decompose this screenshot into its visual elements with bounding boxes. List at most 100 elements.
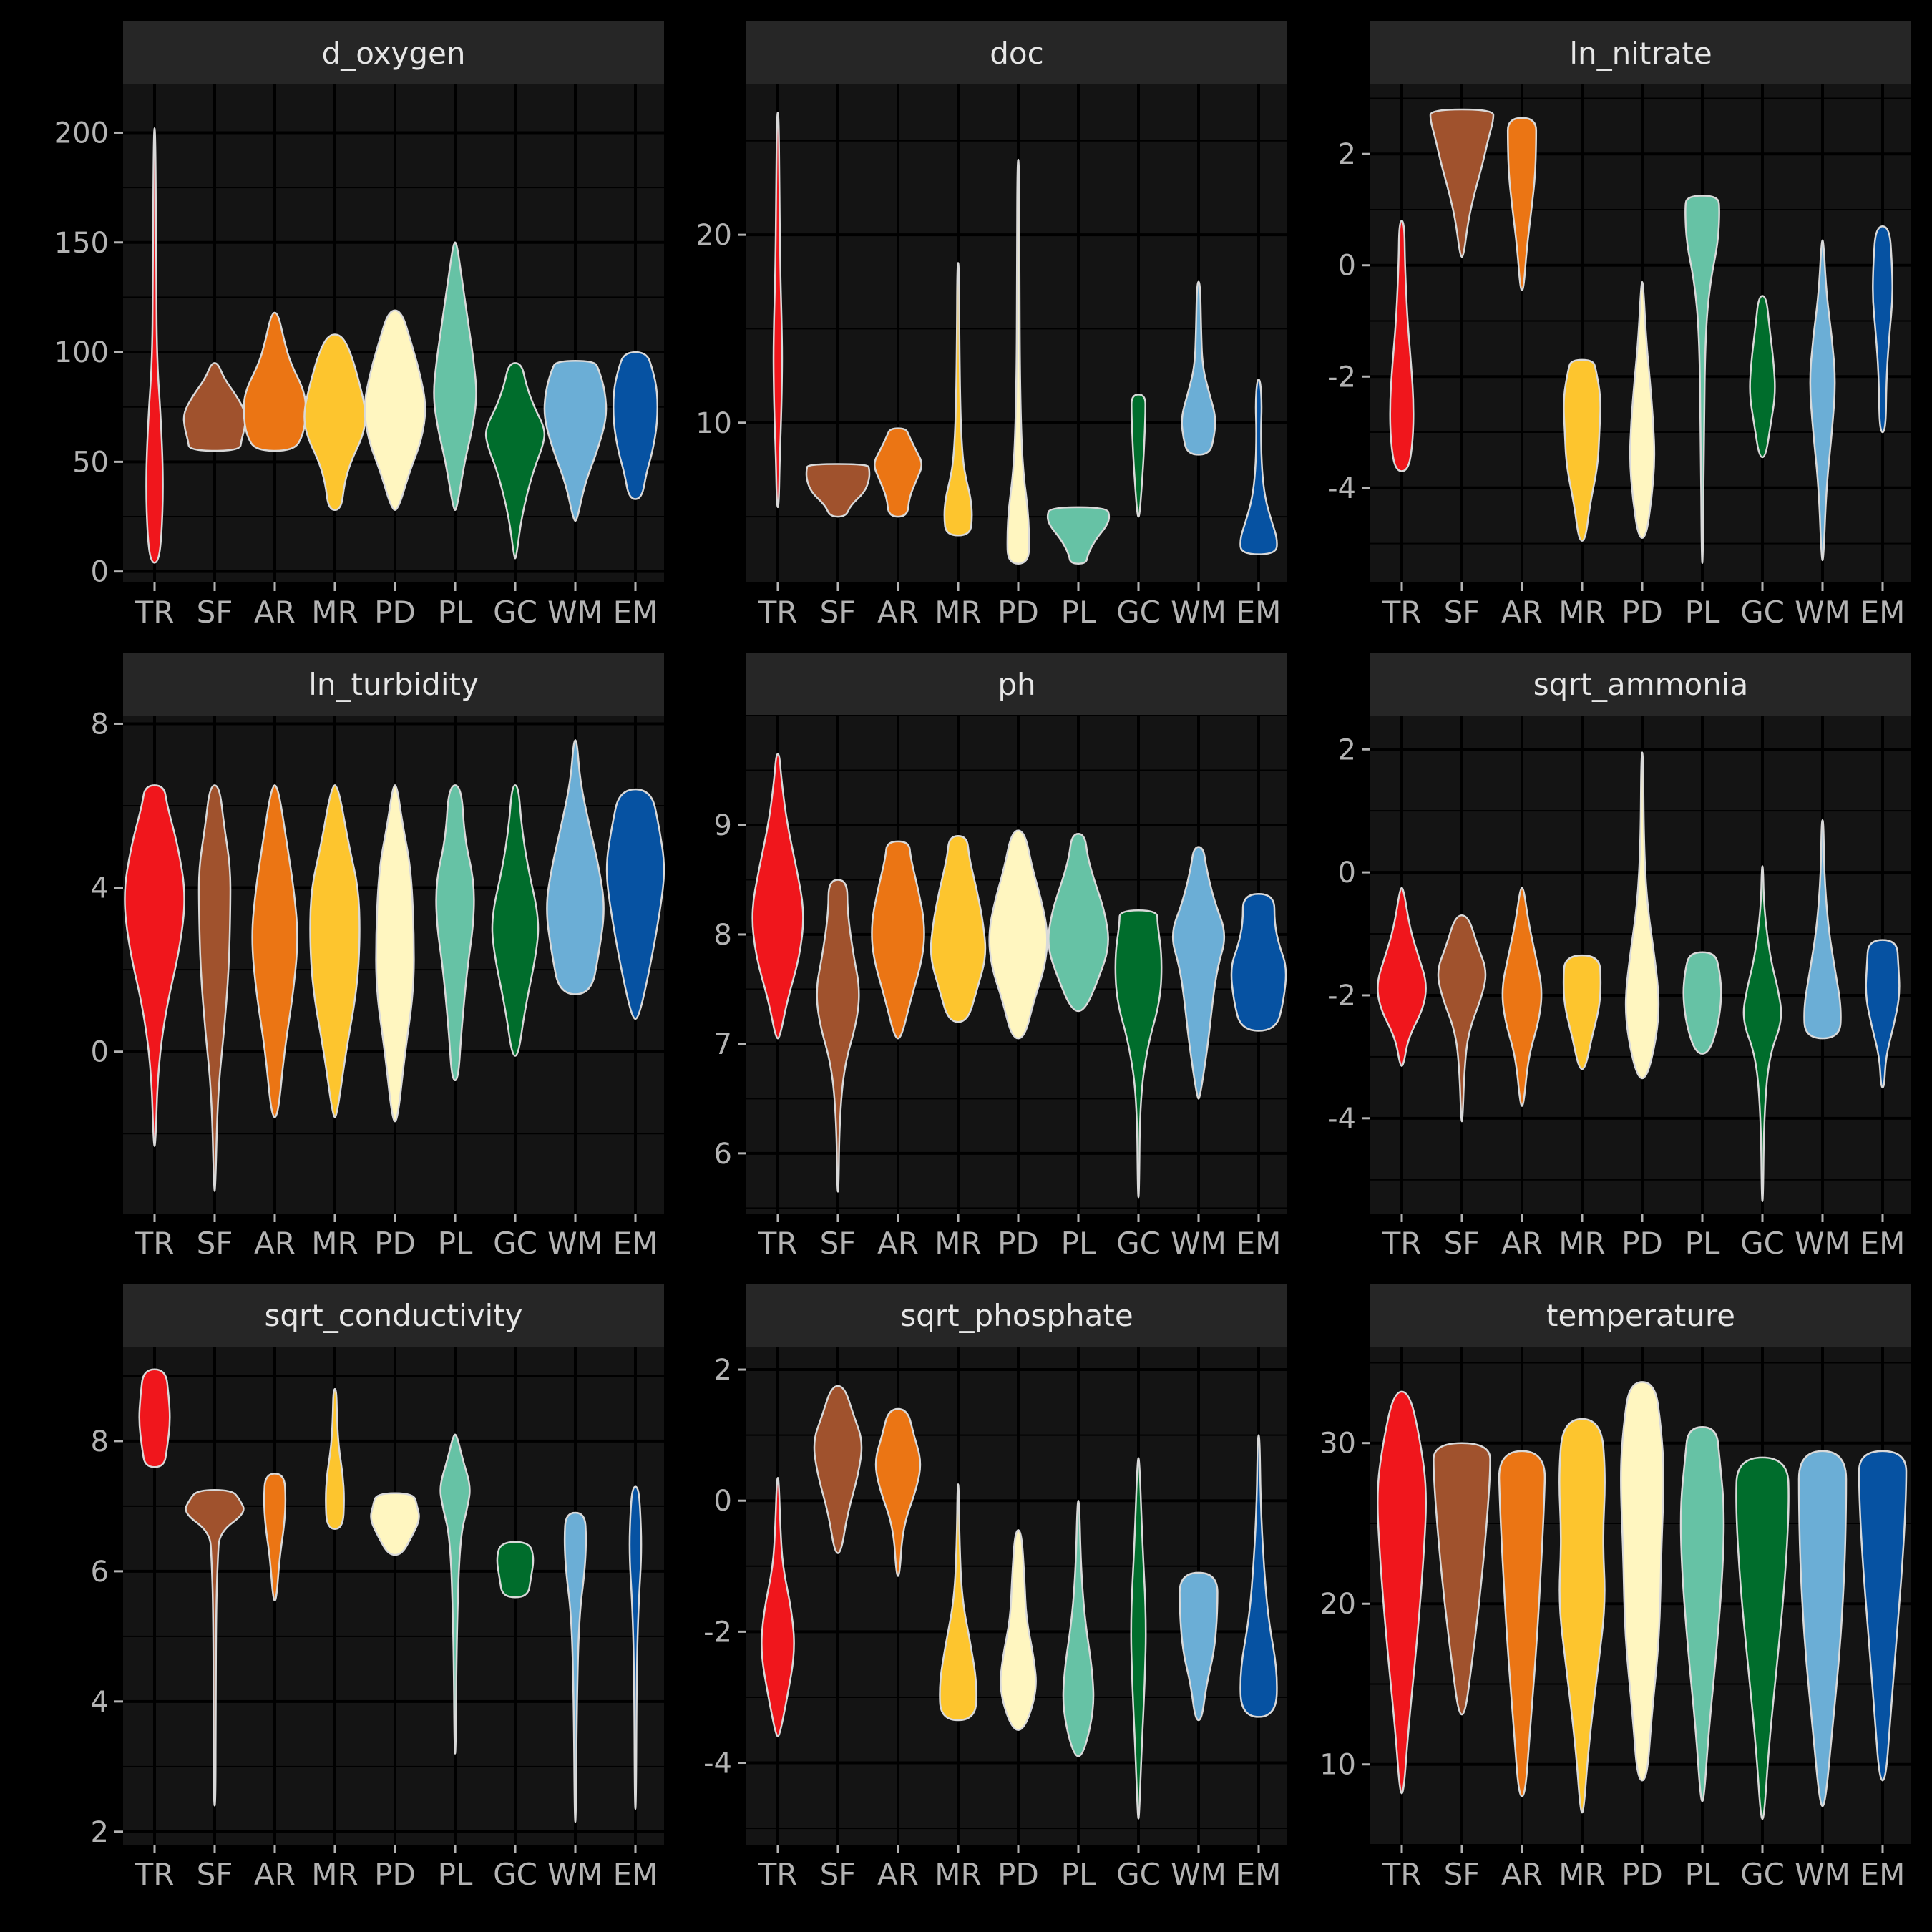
panel-sqrt_conductivity: sqrt_conductivity 2 4 6 8 TR SF AR MR PD PL GC WM EM: [91, 1284, 664, 1892]
y-tick-label: -2: [1327, 980, 1356, 1013]
violin-MR: [939, 1483, 977, 1722]
panel-title: ph: [997, 667, 1035, 702]
violin-EM: [1872, 225, 1893, 434]
violin-PD: [1006, 158, 1030, 565]
violin-PL: [433, 241, 477, 512]
violin-AR: [871, 840, 925, 1040]
strip-header: [1370, 1284, 1911, 1347]
x-tick-label: EM: [613, 595, 658, 630]
violin-EM: [1239, 379, 1278, 555]
strip-header: [746, 21, 1287, 84]
violin-EM: [1858, 1450, 1908, 1782]
y-tick-label: 200: [54, 117, 109, 150]
violin-WM: [1809, 239, 1836, 562]
x-tick-label: EM: [1860, 1857, 1906, 1892]
x-tick-label: SF: [197, 595, 233, 630]
violin-EM: [1239, 1434, 1278, 1718]
panel-title: ln_turbidity: [308, 667, 479, 702]
violin-SF: [197, 784, 232, 1192]
y-tick-label: -2: [703, 1616, 732, 1649]
violin-SF: [1429, 108, 1495, 258]
x-tick-label: AR: [1501, 1857, 1543, 1892]
x-tick-label: TR: [135, 1226, 175, 1261]
panel-title: sqrt_conductivity: [264, 1298, 522, 1333]
x-tick-label: GC: [493, 1226, 537, 1261]
y-tick-label: 6: [91, 1556, 109, 1589]
x-tick-label: GC: [1740, 595, 1785, 630]
violin-SF: [1433, 1442, 1491, 1716]
violin-EM: [628, 1485, 643, 1810]
x-tick-label: PL: [1061, 1226, 1096, 1261]
y-tick-label: 4: [91, 872, 109, 905]
x-tick-label: AR: [254, 1226, 296, 1261]
violin-GC: [484, 362, 546, 560]
violin-PL: [1682, 951, 1722, 1055]
violin-SF: [813, 1385, 863, 1554]
x-tick-label: PL: [1061, 595, 1096, 630]
panel-title: doc: [990, 36, 1043, 71]
violin-WM: [546, 739, 605, 995]
violin-MR: [309, 784, 361, 1118]
x-tick-label: PL: [438, 1226, 473, 1261]
violin-MR: [325, 1387, 345, 1530]
x-tick-label: PD: [997, 1226, 1039, 1261]
y-tick-label: 10: [1319, 1749, 1356, 1782]
y-tick-label: 20: [696, 219, 732, 252]
violin-AR: [251, 784, 298, 1118]
violin-SF: [182, 362, 247, 452]
violin-PL: [1046, 506, 1111, 565]
strip-header: [1370, 653, 1911, 716]
panel-title: temperature: [1546, 1298, 1735, 1333]
x-tick-label: MR: [1558, 1226, 1605, 1261]
violin-WM: [1171, 846, 1226, 1100]
violin-GC: [1742, 865, 1782, 1203]
x-tick-label: PD: [374, 1857, 416, 1892]
violin-GC: [496, 1541, 535, 1599]
panel-sqrt_ammonia: sqrt_ammonia -4 -2 0 2 TR SF AR MR PD PL GC WM EM: [1327, 653, 1911, 1261]
violin-WM: [1179, 1571, 1219, 1722]
violin-PL: [1048, 832, 1109, 1013]
x-tick-label: AR: [254, 595, 296, 630]
x-tick-label: WM: [1171, 1226, 1226, 1261]
x-tick-label: SF: [820, 595, 857, 630]
panel-ln_turbidity: ln_turbidity 0 4 8 TR SF AR MR PD PL GC WM EM: [91, 653, 665, 1261]
violin-PD: [1000, 1529, 1037, 1731]
violin-SF: [816, 879, 860, 1193]
violin-WM: [1797, 1450, 1848, 1807]
violin-SF: [805, 463, 871, 518]
violin-TR: [1377, 1390, 1427, 1795]
x-tick-label: MR: [935, 595, 981, 630]
violin-PD: [1624, 751, 1660, 1080]
strip-header: [746, 653, 1287, 716]
x-tick-label: MR: [311, 1226, 358, 1261]
x-tick-label: PL: [438, 1857, 473, 1892]
x-tick-label: AR: [1501, 1226, 1543, 1261]
y-tick-label: 2: [1338, 733, 1356, 766]
violin-GC: [1735, 1456, 1790, 1820]
panel-d_oxygen: d_oxygen 0 50 100 150 200 TR SF AR MR PD PL GC WM EM: [54, 21, 664, 630]
x-tick-label: AR: [877, 1226, 919, 1261]
violin-AR: [874, 1407, 922, 1577]
y-tick-label: -2: [1327, 361, 1356, 394]
violin-MR: [303, 333, 366, 512]
y-tick-label: 8: [91, 1425, 109, 1458]
panel-title: sqrt_phosphate: [900, 1298, 1133, 1333]
x-tick-label: WM: [1795, 1857, 1850, 1892]
x-tick-label: AR: [877, 1857, 919, 1892]
y-tick-label: 2: [91, 1816, 109, 1849]
strip-header: [1370, 21, 1911, 84]
x-tick-label: AR: [1501, 595, 1543, 630]
x-tick-label: SF: [820, 1857, 857, 1892]
violin-GC: [1131, 394, 1146, 518]
x-tick-label: GC: [493, 1857, 537, 1892]
panel-title: sqrt_ammonia: [1533, 667, 1749, 702]
y-tick-label: -4: [703, 1747, 732, 1780]
x-tick-label: TR: [1382, 1226, 1422, 1261]
violin-PD: [375, 784, 415, 1123]
panel-title: ln_nitrate: [1569, 36, 1712, 71]
x-tick-label: PD: [1621, 1226, 1663, 1261]
panel-temperature: temperature 10 20 30 TR SF AR MR PD PL GC WM EM: [1319, 1284, 1911, 1892]
y-tick-label: 100: [54, 336, 109, 369]
violin-MR: [1563, 358, 1601, 542]
